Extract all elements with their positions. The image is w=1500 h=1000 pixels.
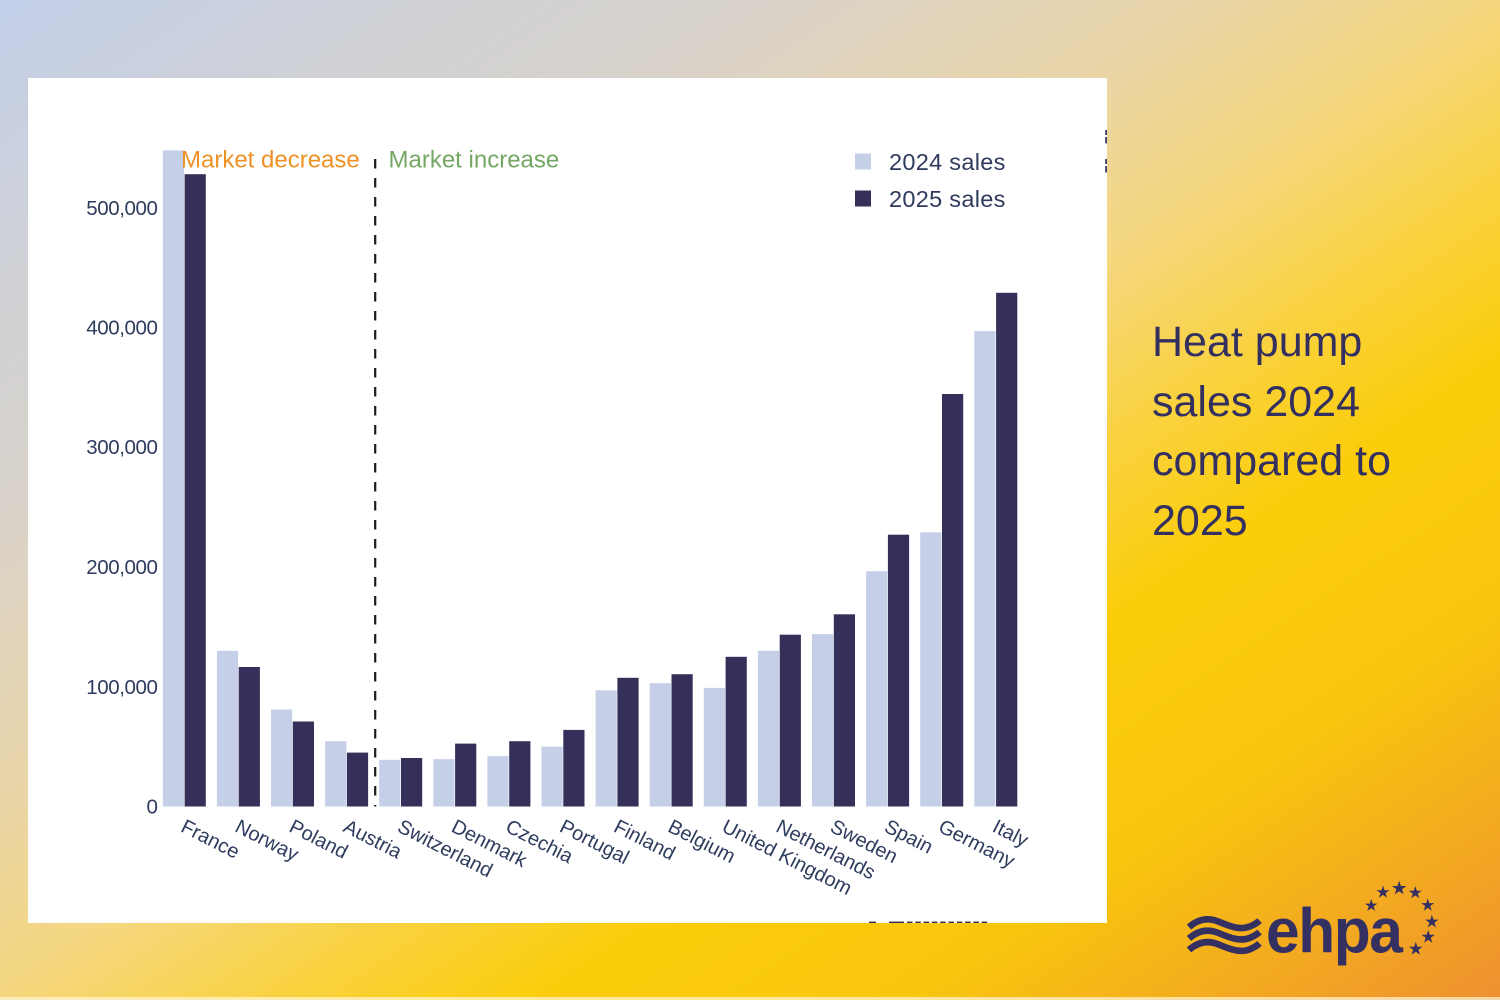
svg-text:400,000: 400,000 xyxy=(86,317,157,340)
svg-text:Market increase: Market increase xyxy=(389,147,560,174)
svg-text:300,000: 300,000 xyxy=(86,436,157,459)
svg-text:2024 sales: 2024 sales xyxy=(889,149,1006,175)
svg-text:France: France xyxy=(177,816,242,864)
svg-text:200,000: 200,000 xyxy=(86,556,157,579)
svg-text:0: 0 xyxy=(146,796,157,819)
svg-text:ehpa: ehpa xyxy=(1266,896,1403,966)
svg-text:Market decrease: Market decrease xyxy=(181,147,360,174)
svg-text:Austria: Austria xyxy=(340,816,406,864)
svg-text:2025 sales: 2025 sales xyxy=(889,186,1006,212)
svg-text:500,000: 500,000 xyxy=(86,197,157,220)
svg-text:100,000: 100,000 xyxy=(86,676,157,699)
